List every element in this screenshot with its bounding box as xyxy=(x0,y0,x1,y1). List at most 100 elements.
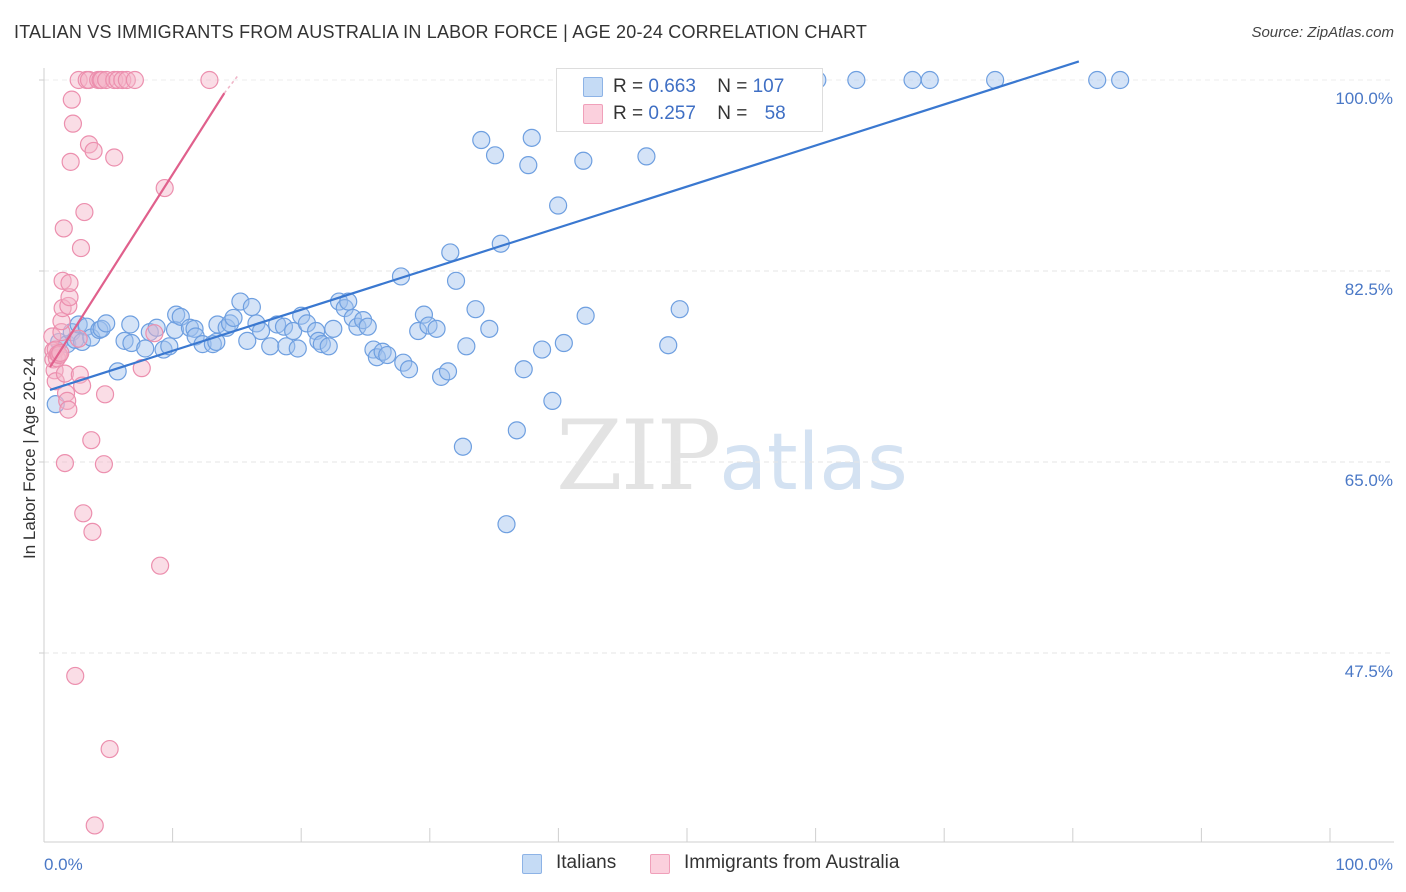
australia-point xyxy=(92,70,111,90)
italians-point xyxy=(427,319,446,338)
italians-point xyxy=(154,340,173,359)
trend-lines xyxy=(49,60,1080,392)
italians-point xyxy=(637,147,656,166)
italians-point xyxy=(231,292,250,311)
source-label: Source: ZipAtlas.com xyxy=(1251,24,1394,41)
y-tick-label: 100.0% xyxy=(1335,89,1393,108)
italians-point xyxy=(378,345,397,365)
italians-point xyxy=(288,339,307,358)
italians-trend-line xyxy=(49,60,1080,392)
australia-point xyxy=(53,271,72,290)
bottom-legend-label-australia: Immigrants from Australia xyxy=(684,852,900,873)
italians-point xyxy=(670,300,689,319)
italians-point xyxy=(97,314,116,333)
australia-point xyxy=(63,114,83,133)
australia-point xyxy=(200,70,219,90)
italians-point xyxy=(284,321,303,341)
legend-r-value: 0.663 xyxy=(648,76,696,97)
legend-swatch-italians xyxy=(583,77,603,97)
watermark-zip: ZIP xyxy=(556,400,721,512)
australia-point xyxy=(61,152,80,171)
italians-point xyxy=(497,515,516,534)
italians-point xyxy=(339,292,358,311)
italians-point xyxy=(441,243,460,262)
australia-point xyxy=(125,70,144,90)
australia-point xyxy=(66,666,85,686)
italians-point xyxy=(519,156,538,175)
italians-point xyxy=(466,300,485,319)
legend-r-label: R = xyxy=(613,103,649,124)
italians-point xyxy=(847,70,866,90)
italians-point xyxy=(522,128,541,147)
australia-point xyxy=(71,238,91,258)
italians-point xyxy=(507,421,526,440)
australia-point xyxy=(113,70,132,90)
legend-swatch-australia xyxy=(583,104,603,124)
legend-row-italians: R = 0.663 N = 107 xyxy=(583,74,785,100)
italians-point xyxy=(358,317,377,336)
watermark-atlas: atlas xyxy=(719,418,908,508)
australia-point xyxy=(100,739,119,759)
italians-point xyxy=(1088,70,1107,90)
australia-point xyxy=(54,219,73,238)
italians-point xyxy=(224,308,243,328)
italians-point xyxy=(277,337,296,356)
italians-point xyxy=(324,319,343,338)
australia-point xyxy=(55,453,75,473)
australia-point xyxy=(145,324,164,343)
australia-point xyxy=(62,90,81,109)
italians-point xyxy=(514,360,533,379)
italians-point xyxy=(1111,70,1130,90)
legend-n-label: N = xyxy=(717,103,753,124)
australia-points xyxy=(43,70,219,835)
axes xyxy=(43,68,1394,843)
australia-point xyxy=(151,556,170,575)
legend-n-label: N = xyxy=(717,76,753,97)
italians-point xyxy=(414,305,434,324)
italians-point xyxy=(399,360,419,379)
italians-point xyxy=(186,327,205,346)
italians-point xyxy=(446,271,466,290)
chart-title: ITALIAN VS IMMIGRANTS FROM AUSTRALIA IN … xyxy=(14,22,868,42)
italians-point xyxy=(659,336,678,355)
australia-point xyxy=(74,504,93,523)
italians-point xyxy=(576,306,595,325)
australia-point xyxy=(95,385,115,404)
italians-point xyxy=(554,333,573,353)
australia-point xyxy=(75,202,94,222)
x-tick-label-max: 100.0% xyxy=(1335,855,1393,874)
italians-point xyxy=(453,437,473,456)
australia-point xyxy=(46,372,65,391)
y-tick-label: 47.5% xyxy=(1345,662,1393,681)
italians-point xyxy=(121,315,140,334)
australia-trend-line xyxy=(49,92,226,368)
italians-point xyxy=(480,319,499,338)
legend-n-value: 58 xyxy=(764,103,786,124)
australia-point xyxy=(85,816,104,835)
australia-point xyxy=(60,288,79,307)
bottom-legend-label-italians: Italians xyxy=(556,852,617,873)
legend-row-australia: R = 0.257 N = 58 xyxy=(583,101,786,127)
australia-point xyxy=(59,400,78,419)
italians-point xyxy=(457,337,476,356)
italians-point xyxy=(409,321,428,341)
australia-point xyxy=(83,522,102,541)
italians-point xyxy=(574,151,593,170)
italians-point xyxy=(532,340,552,359)
legend-r-label: R = xyxy=(613,76,649,97)
bottom-legend-swatch-italians xyxy=(522,854,542,874)
legend-n-value: 107 xyxy=(752,76,785,97)
australia-point xyxy=(84,141,103,161)
italians-point xyxy=(391,267,411,286)
italians-point xyxy=(485,146,505,165)
australia-point xyxy=(52,312,71,331)
australia-point xyxy=(69,329,88,348)
legend-r-value: 0.257 xyxy=(648,103,696,124)
italians-point xyxy=(543,391,562,410)
italians-point xyxy=(549,196,568,215)
australia-point xyxy=(82,431,101,450)
italians-point xyxy=(920,70,939,90)
italians-point xyxy=(309,331,328,350)
x-tick-label-min: 0.0% xyxy=(44,855,83,874)
